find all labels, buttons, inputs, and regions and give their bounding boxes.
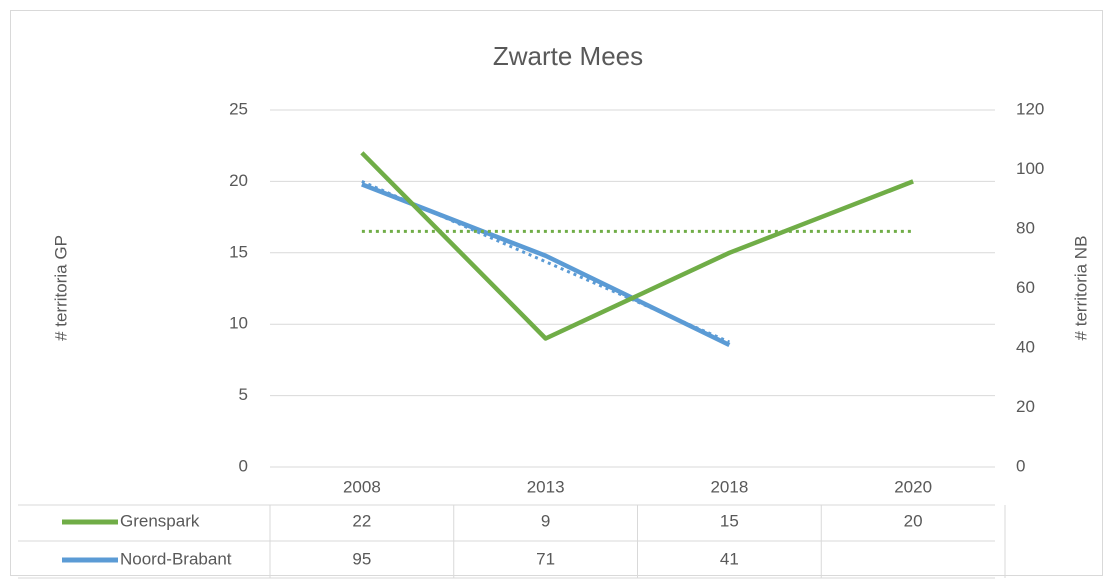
y-tick-label: 10 xyxy=(229,314,248,333)
y2-axis-title: # territoria NB xyxy=(1071,236,1090,341)
y2-tick-label: 0 xyxy=(1016,456,1025,475)
x-tick-label: 2013 xyxy=(527,477,565,496)
y2-tick-label: 80 xyxy=(1016,218,1035,237)
chart-border xyxy=(10,10,1103,576)
y2-tick-label: 100 xyxy=(1016,159,1044,178)
table-value: 15 xyxy=(720,511,739,530)
y2-tick-label: 20 xyxy=(1016,397,1035,416)
data-line xyxy=(361,182,731,348)
y-tick-label: 20 xyxy=(229,171,248,190)
table-value: 95 xyxy=(352,549,371,568)
y-tick-label: 5 xyxy=(239,385,248,404)
table-value: 41 xyxy=(720,549,739,568)
data-line xyxy=(360,151,914,341)
y2-tick-label: 60 xyxy=(1016,278,1035,297)
table-value: 71 xyxy=(536,549,555,568)
table-value: 20 xyxy=(904,511,923,530)
x-tick-label: 2020 xyxy=(894,477,932,496)
chart-title: Zwarte Mees xyxy=(493,41,643,71)
y-tick-label: 0 xyxy=(239,456,248,475)
x-tick-label: 2018 xyxy=(710,477,748,496)
legend-label: Noord-Brabant xyxy=(120,549,232,568)
x-tick-label: 2008 xyxy=(343,477,381,496)
y2-tick-label: 40 xyxy=(1016,337,1035,356)
legend-label: Grenspark xyxy=(120,511,200,530)
y-axis-title: # territoria GP xyxy=(51,235,70,341)
y-tick-label: 15 xyxy=(229,242,248,261)
table-value: 9 xyxy=(541,511,550,530)
y-tick-label: 25 xyxy=(229,99,248,118)
table-value: 22 xyxy=(352,511,371,530)
y2-tick-label: 120 xyxy=(1016,99,1044,118)
